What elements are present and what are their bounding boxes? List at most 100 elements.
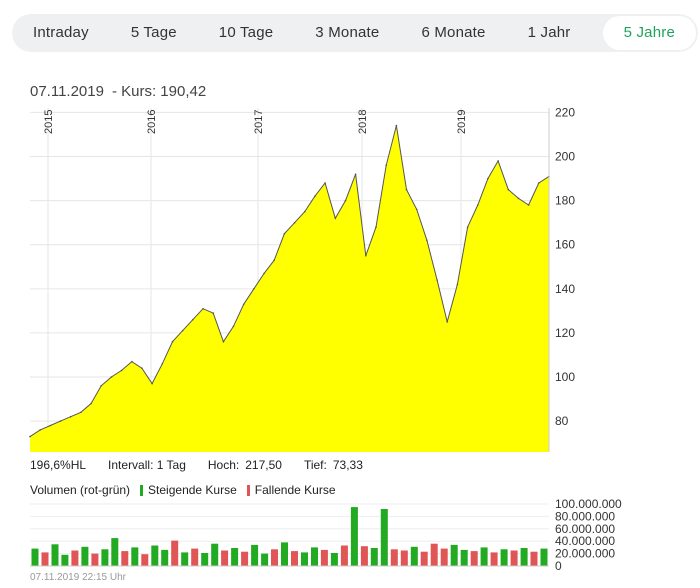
price-point (253, 288, 255, 290)
price-point (263, 272, 265, 275)
volume-bar (241, 551, 249, 566)
price-point (110, 376, 113, 378)
price-point (161, 363, 164, 365)
volume-tick-label: 60.000.000 (555, 522, 615, 536)
tab-1-jahr[interactable]: 1 Jahr (527, 24, 571, 41)
tab-10-tage[interactable]: 10 Tage (218, 24, 274, 41)
price-point (334, 217, 337, 220)
volume-bar (251, 544, 259, 566)
volume-title: Volumen (rot-grün) (30, 483, 131, 497)
volume-bar (320, 549, 328, 566)
volume-bar (311, 547, 318, 566)
volume-tick-label: 20.000.000 (555, 547, 615, 561)
tab-6-monate[interactable]: 6 Monate (421, 24, 486, 41)
volume-bar (41, 552, 49, 566)
rising-legend-label: Steigende Kurse (148, 483, 237, 497)
price-point (131, 360, 133, 363)
volume-bar (191, 548, 199, 566)
price-point (202, 307, 204, 310)
year-label: 2015 (43, 110, 55, 134)
volume-bar (31, 548, 39, 566)
volume-bar (510, 550, 518, 566)
price-point (527, 204, 530, 206)
price-point (222, 340, 225, 343)
volume-bar (410, 546, 418, 566)
interval-label: Intervall: 1 Tag (108, 458, 186, 472)
price-point (242, 303, 245, 306)
tab-5-tage[interactable]: 5 Tage (130, 24, 177, 41)
tab-5-jahre[interactable]: 5 Jahre (602, 16, 696, 50)
year-label: 2018 (357, 110, 369, 134)
volume-chart[interactable]: 020.000.00040.000.00060.000.00080.000.00… (0, 496, 700, 572)
volume-bar (460, 549, 468, 566)
y-tick-label: 220 (555, 105, 575, 119)
price-point (151, 382, 153, 385)
price-point (181, 329, 184, 332)
price-point (538, 182, 540, 184)
price-point (39, 429, 41, 431)
y-tick-label: 180 (555, 194, 575, 208)
quote-header: 07.11.2019 - Kurs: 190,42 (30, 83, 206, 100)
price-point (29, 435, 31, 438)
price-point (415, 208, 418, 211)
stats-row: 196,6%HL Intervall: 1 Tag Hoch: 217,50 T… (30, 458, 369, 472)
tab-intraday[interactable]: Intraday (33, 24, 89, 41)
price-point (324, 182, 326, 184)
price-point (192, 318, 194, 321)
price-point (456, 283, 459, 286)
price-point (141, 367, 143, 370)
falling-legend-label: Fallende Kurse (254, 483, 336, 497)
volume-bar (131, 547, 139, 566)
volume-bar (350, 507, 358, 566)
price-point (487, 177, 489, 180)
volume-bar (231, 548, 239, 566)
tab-3-monate[interactable]: 3 Monate (315, 24, 380, 41)
volume-bar (81, 546, 89, 566)
y-tick-label: 140 (555, 282, 575, 296)
volume-bar (520, 548, 528, 566)
volume-bar (171, 540, 179, 566)
price-point (171, 340, 174, 343)
price-point (426, 239, 428, 242)
price-point (120, 369, 123, 372)
price-point (446, 321, 449, 323)
volume-bar (390, 549, 398, 566)
price-chart[interactable]: 80 100 120 140 160 180 200 220 2015 2016 2017 2018 2… (0, 100, 700, 456)
price-point (283, 232, 286, 235)
volume-bar (370, 548, 378, 566)
price-point (375, 226, 377, 228)
price-point (90, 402, 92, 405)
price-point (385, 164, 388, 167)
volume-legend: Volumen (rot-grün) Steigende Kurse Falle… (30, 483, 336, 497)
volume-bar (530, 551, 538, 566)
y-tick-label: 120 (555, 326, 575, 340)
volume-bar (380, 509, 388, 566)
price-point (314, 195, 316, 197)
volume-bar (181, 552, 189, 566)
price-point (80, 411, 82, 414)
year-label: 2016 (146, 110, 158, 134)
y-tick-label: 100 (555, 370, 575, 384)
year-label: 2019 (456, 110, 468, 134)
volume-bar (420, 551, 428, 566)
volume-bar (211, 543, 219, 566)
volume-bar (51, 544, 59, 566)
volume-bar (281, 542, 288, 566)
volume-bar (360, 546, 368, 566)
volume-bar (141, 554, 149, 566)
quote-date: 07.11.2019 (30, 83, 104, 100)
volume-bar (201, 553, 209, 566)
volume-tick-label: 40.000.000 (555, 534, 615, 548)
price-point (477, 204, 479, 206)
volume-bar (301, 552, 308, 566)
price-point (405, 188, 408, 191)
volume-bar (91, 553, 99, 566)
volume-bar (271, 549, 278, 566)
volume-bar (490, 552, 498, 566)
volume-bar (340, 545, 348, 566)
volume-tick-label: 100.000.000 (555, 497, 622, 511)
falling-swatch-icon (246, 484, 250, 496)
price-area (30, 125, 549, 452)
price-point (232, 325, 235, 328)
price-point (59, 420, 62, 422)
